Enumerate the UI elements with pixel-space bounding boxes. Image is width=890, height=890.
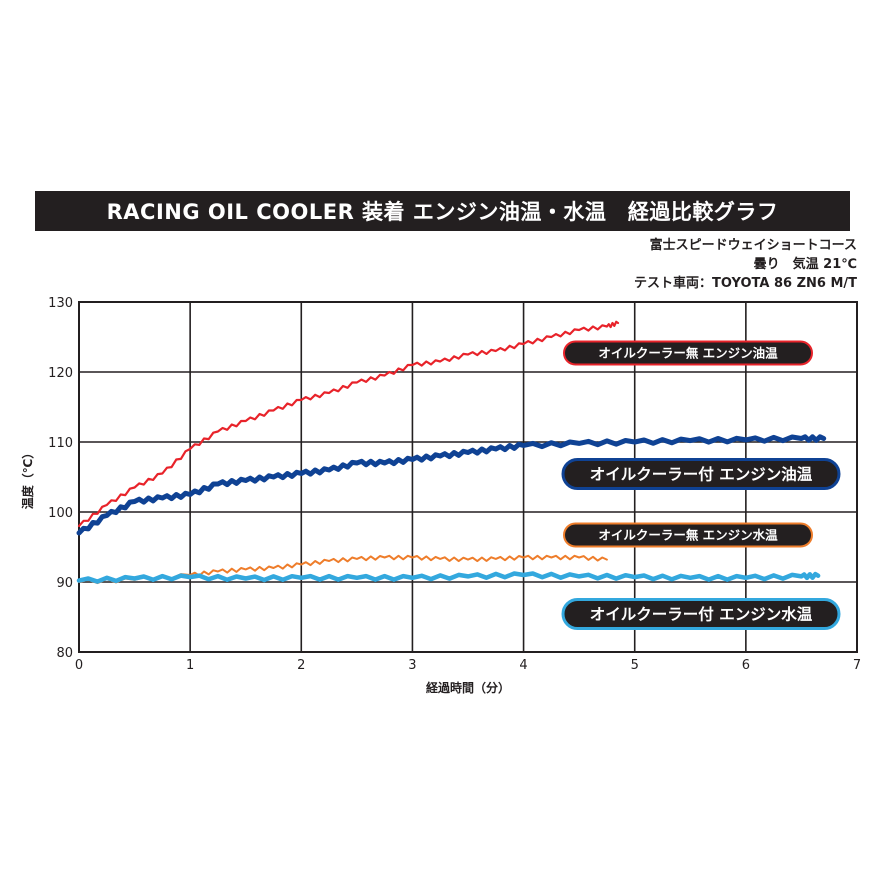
y-tick-label: 90 <box>56 576 73 591</box>
weather-label: 曇り 気温 21℃ <box>753 257 857 272</box>
course-label: 富士スピードウェイショートコース <box>649 238 857 253</box>
y-tick-label: 100 <box>48 506 73 521</box>
x-tick-label: 4 <box>519 658 527 673</box>
series-line <box>76 571 821 584</box>
series-line <box>76 434 827 536</box>
legend-badge <box>563 340 813 366</box>
legend-badge <box>561 458 841 490</box>
x-tick-label: 7 <box>853 658 861 673</box>
legend-label: オイルクーラー無 エンジン水温 <box>598 528 778 543</box>
x-tick-label: 3 <box>408 658 416 673</box>
legend-label: オイルクーラー無 エンジン油温 <box>598 346 778 361</box>
legend-label: オイルクーラー付 エンジン油温 <box>590 465 813 484</box>
y-axis-title: 温度（℃） <box>20 447 35 510</box>
y-tick-label: 120 <box>48 366 73 381</box>
x-tick-label: 0 <box>75 658 83 673</box>
series-line <box>77 320 620 528</box>
y-tick-label: 130 <box>48 296 73 311</box>
x-tick-label: 2 <box>297 658 305 673</box>
x-tick-label: 1 <box>186 658 194 673</box>
vehicle-label: テスト車両：TOYOTA 86 ZN6 M/T <box>634 276 857 291</box>
x-axis-title: 経過時間（分） <box>426 680 510 695</box>
legend-label: オイルクーラー付 エンジン水温 <box>590 605 813 624</box>
series-line <box>78 554 608 585</box>
legend-badge <box>563 522 813 548</box>
x-tick-label: 6 <box>742 658 750 673</box>
y-tick-label: 80 <box>56 646 73 661</box>
y-tick-label: 110 <box>48 436 73 451</box>
plot-frame <box>78 301 858 653</box>
x-tick-label: 5 <box>631 658 639 673</box>
legend-badge <box>561 598 841 630</box>
test-conditions: 富士スピードウェイショートコース 曇り 気温 21℃ テスト車両：TOYOTA … <box>634 236 857 293</box>
chart-title: RACING OIL COOLER 装着 エンジン油温・水温 経過比較グラフ <box>35 191 850 231</box>
